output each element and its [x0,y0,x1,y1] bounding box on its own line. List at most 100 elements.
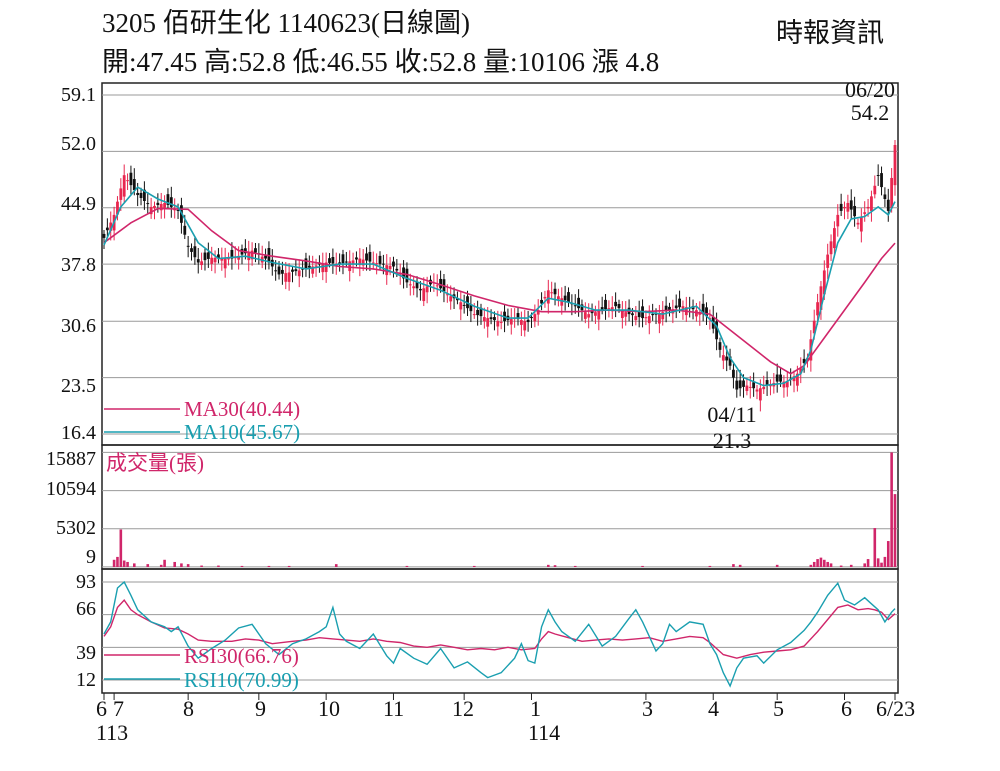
candle-body [159,203,163,211]
candle-body [449,296,453,302]
price-y-tick: 44.9 [61,193,96,215]
volume-bar [122,560,126,567]
candle-body [681,306,685,309]
candle-body [365,253,368,261]
ma10-line [103,186,896,387]
quote-summary: 開:47.45 高:52.8 低:46.55 收:52.8 量:10106 漲 … [102,47,660,77]
candle-body [604,299,607,310]
candle-body [331,257,335,264]
candle-body [573,305,577,307]
candle-body [277,266,281,275]
volume-bar [217,565,220,567]
candle-body [361,259,365,266]
candle-body [223,258,227,269]
candle-body [149,206,153,215]
candle-body [634,316,638,321]
candle-body [109,222,113,231]
volume-bar [812,561,816,567]
x-month-label: 7 [113,696,124,721]
candle-body [748,386,752,388]
candle-body [220,258,224,261]
candle-body [435,285,439,287]
candle-body [661,312,665,320]
x-month-label: 6/23 [876,696,916,721]
candle-body [489,317,493,320]
candle-body [533,314,537,322]
candle-body [822,270,826,295]
volume-bar [472,565,476,567]
candle-body [863,212,867,214]
candle-body [479,307,483,317]
candle-body [392,261,395,267]
candle-body [509,319,513,325]
candle-body [419,288,422,291]
volume-bar [200,565,203,567]
candle-body [146,203,150,205]
x-month-label: 1 [530,696,541,721]
candle-body [880,173,883,188]
candle-body [119,188,123,200]
candle-body [839,203,843,211]
rsi30-line [103,598,896,659]
rsi10-legend: RSI10(70.99) [184,668,299,692]
volume-bar [287,565,291,567]
candle-body [156,202,160,205]
candle-body [580,304,584,311]
price-y-tick: 30.6 [61,315,96,337]
rsi-y-tick: 39 [76,642,96,664]
candle-body [355,257,358,260]
candle-body [375,263,379,265]
candle-body [338,262,342,265]
candle-body [456,298,459,301]
candle-body [587,314,591,318]
candle-body [321,263,325,273]
candle-body [203,252,207,261]
candle-body [247,251,251,261]
candle-body [230,249,234,259]
volume-bar [886,541,890,567]
candle-body [873,185,877,195]
volume-bar [573,565,577,567]
volume-bar [159,564,163,567]
candle-body [217,254,220,259]
candle-body [472,314,476,316]
candle-body [563,295,567,301]
candle-body [378,255,382,264]
candle-body [758,388,762,401]
candle-body [859,217,863,232]
candle-body [287,272,291,282]
candle-body [833,228,836,249]
candle-body [213,257,217,263]
candle-body [849,200,853,210]
high-annotation-date: 06/20 [844,77,896,102]
volume-bar [823,559,826,567]
candle-body [291,269,294,272]
candle-body [297,270,301,277]
candle-body [206,252,210,259]
candle-body [829,241,833,255]
candle-body [732,369,735,378]
candle-body [307,265,311,268]
candle-body [388,265,392,270]
candle-body [348,261,352,272]
candle-body [620,310,624,319]
candle-body [186,245,190,247]
candle-body [425,286,429,293]
candle-body [853,205,857,217]
candle-body [870,196,873,212]
candle-body [876,175,880,177]
candle-body [311,266,315,274]
candle-body [540,299,543,304]
candle-body [422,288,426,302]
volume-bar [775,564,779,567]
candle-body [523,321,527,331]
candle-body [254,248,257,253]
candle-body [816,302,819,316]
candle-body [785,381,789,388]
volume-bar [708,565,712,567]
x-month-label: 8 [183,696,194,721]
candle-body [651,314,655,316]
candle-body [132,179,136,191]
candle-body [519,320,523,325]
candle-body [735,380,739,390]
